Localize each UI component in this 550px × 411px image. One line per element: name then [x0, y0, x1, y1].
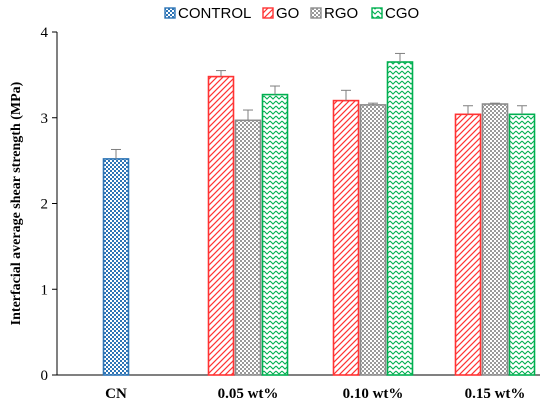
legend-label-control: CONTROL [178, 5, 251, 22]
bar-go-0-10-wt- [332, 99, 360, 376]
bar-go-0-05-wt- [207, 75, 235, 376]
bar-control-cn [102, 158, 130, 376]
bar-rgo-0-10-wt- [359, 104, 387, 376]
legend-label-cgo: CGO [385, 5, 419, 22]
bar-rgo-0-15-wt- [481, 103, 509, 376]
x-category-label: 0.15 wt% [465, 386, 526, 402]
x-category-label: 0.05 wt% [218, 386, 279, 402]
y-tick-label: 1 [41, 282, 49, 298]
bar-cgo-0-15-wt- [508, 113, 536, 376]
bar-go-0-15-wt- [454, 113, 482, 376]
legend-label-go: GO [276, 5, 299, 22]
bar-rgo-0-05-wt- [234, 119, 262, 376]
legend-label-rgo: RGO [324, 5, 358, 22]
y-tick-label: 2 [41, 197, 49, 213]
x-category-label: 0.10 wt% [343, 386, 404, 402]
legend-swatch-rgo [310, 7, 322, 19]
y-tick-label: 4 [41, 25, 49, 41]
bar-cgo-0-05-wt- [261, 93, 289, 376]
y-axis-title: Interfacial average shear strength (MPa) [9, 81, 24, 325]
bar-cgo-0-10-wt- [386, 61, 414, 376]
legend: CONTROL GO RGO CGO [164, 5, 419, 22]
legend-swatch-go [262, 7, 274, 19]
bars: CN 0.05 wt% 0.10 wt% 0.15 wt% [102, 52, 536, 402]
legend-swatch-control [164, 7, 176, 19]
y-tick-label: 0 [41, 368, 49, 384]
x-category-label: CN [105, 386, 127, 402]
y-tick-label: 3 [41, 111, 49, 127]
legend-swatch-cgo [371, 7, 383, 19]
